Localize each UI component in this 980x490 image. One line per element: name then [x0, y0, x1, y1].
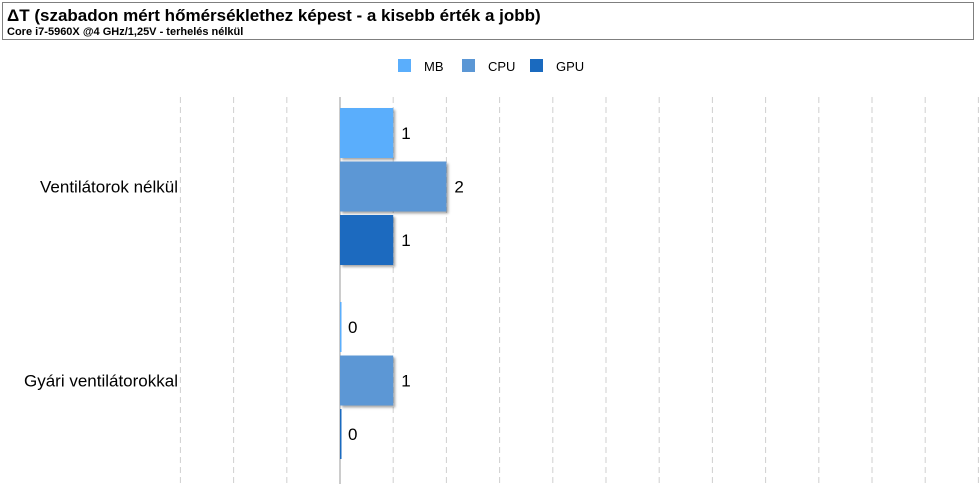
- legend-swatch-cpu: [462, 59, 475, 72]
- bar-gpu: [340, 409, 342, 459]
- data-label: 1: [401, 124, 410, 143]
- bar-gpu: [340, 215, 394, 265]
- category-label: Gyári ventilátorokkal: [24, 372, 178, 391]
- title-box: ΔT (szabadon mért hőmérséklethez képest …: [2, 2, 974, 40]
- data-labels: 1 2 1 0 1 0: [348, 124, 464, 444]
- category-labels: Ventilátorok nélkül Gyári ventilátorokkal: [24, 178, 178, 391]
- chart-title: ΔT (szabadon mért hőmérséklethez képest …: [7, 6, 541, 25]
- bar-cpu: [340, 161, 447, 212]
- legend-label-mb: MB: [424, 59, 444, 74]
- data-label: 2: [454, 178, 463, 197]
- chart-subtitle: Core i7-5960X @4 GHz/1,25V - terhelés né…: [7, 26, 244, 38]
- bars: [340, 108, 447, 459]
- legend-swatch-mb: [398, 59, 411, 72]
- bar-cpu: [340, 355, 394, 406]
- category-label: Ventilátorok nélkül: [40, 178, 178, 197]
- legend: MB CPU GPU: [398, 59, 584, 74]
- data-label: 0: [348, 425, 357, 444]
- legend-label-cpu: CPU: [488, 59, 515, 74]
- gridlines: [179, 97, 979, 484]
- bar-mb: [340, 302, 342, 352]
- legend-swatch-gpu: [530, 59, 543, 72]
- data-label: 1: [401, 372, 410, 391]
- bar-mb: [340, 108, 394, 158]
- data-label: 1: [401, 231, 410, 250]
- data-label: 0: [348, 318, 357, 337]
- legend-label-gpu: GPU: [556, 59, 584, 74]
